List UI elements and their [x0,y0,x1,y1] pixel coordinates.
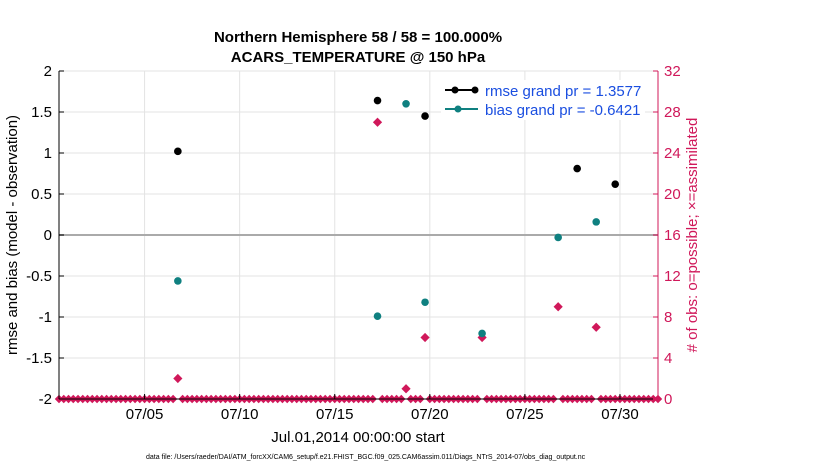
y2-tick-label: 0 [664,391,672,408]
y2-tick-label: 8 [664,309,672,326]
bias-point [421,298,429,307]
y2-tick-label: 20 [664,186,681,203]
x-tick-label: 07/05 [126,406,164,423]
x-tick-label: 07/20 [411,406,449,423]
y-axis-label: rmse and bias (model - observation) [4,115,21,355]
y2-tick-label: 16 [664,227,681,244]
rmse-point [573,164,581,173]
legend-bias-label: bias grand pr = -0.6421 [485,102,641,119]
bias-point [592,218,600,226]
y-tick-label: -1.5 [26,350,52,367]
y2-tick-label: 12 [664,268,681,285]
obs-marker [372,117,383,127]
y-tick-label: 0 [44,227,52,244]
obs-marker [420,332,430,343]
plot-area [54,70,663,404]
legend-rmse-marker-right [471,86,479,94]
y2-axis-label: # of obs: o=possible; ×=assimilated [684,118,701,353]
legend-bias-marker [454,105,462,113]
bias-point [402,100,410,108]
obs-marker [591,322,601,332]
rmse-point [611,180,620,188]
x-axis-label: Jul.01,2014 00:00:00 start [271,429,445,446]
y-tick-label: 2 [44,63,52,80]
x-tick-label: 07/15 [316,406,354,423]
obs-marker [401,384,411,394]
y-tick-label: -0.5 [26,268,52,285]
tick-labels: 07/05 07/10 07/15 07/20 07/25 07/30 -2 -1.5 -1 -0… [26,63,681,423]
legend-rmse-marker-left [451,86,459,94]
y2-tick-label: 4 [664,350,672,367]
rmse-point [421,112,429,120]
y2-tick-label: 28 [664,104,681,121]
x-tick-label: 07/30 [601,406,639,423]
obs-marker [173,373,183,384]
bias-point [174,277,182,285]
bias-point [554,233,562,242]
legend-rmse-label: rmse grand pr = 1.3577 [485,83,641,100]
y-tick-label: 1 [44,145,52,162]
chart-title: Northern Hemisphere 58 / 58 = 100.000% [214,29,502,46]
y-tick-label: 0.5 [31,186,52,203]
y-tick-label: -2 [39,391,52,408]
obs-marker [553,302,563,312]
bias-point [373,312,382,320]
rmse-point [174,147,182,156]
chart-subtitle: ACARS_TEMPERATURE @ 150 hPa [231,49,486,66]
y-tick-label: 1.5 [31,104,52,121]
x-tick-label: 07/25 [506,406,544,423]
legend: rmse grand pr = 1.3577 bias grand pr = -… [441,80,645,120]
y2-tick-label: 24 [664,145,681,162]
rmse-point [373,96,382,105]
x-tick-label: 07/10 [221,406,259,423]
data-file-footer: data file: /Users/raeder/DAI/ATM_forcXX/… [146,454,586,461]
y-tick-label: -1 [39,309,52,326]
y2-tick-label: 32 [664,63,681,80]
bias-point [478,329,486,338]
axes [58,70,659,400]
